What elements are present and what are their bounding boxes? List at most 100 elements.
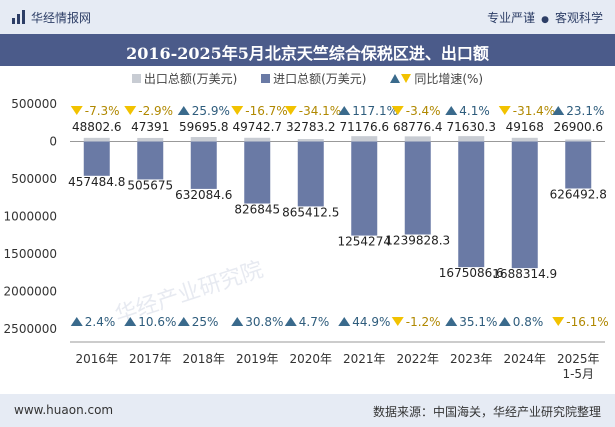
x-axis: 2016年 2017年 2018年 2019年 2020年 2021年 2022年 2023年… [70, 141, 605, 381]
tagline: 专业严谨 ● 客观科学 [487, 9, 603, 26]
export-yoy: -2.9% [124, 104, 173, 118]
import-bar [244, 141, 271, 204]
triangle-up-icon [177, 106, 190, 115]
top-bar: 华经情报网 专业严谨 ● 客观科学 [0, 0, 615, 34]
x-tick-label: 2020年 [289, 352, 332, 366]
export-bar [190, 137, 217, 142]
triangle-down-icon [124, 106, 137, 115]
y-axis: 500000 0 500000 1000000 1500000 2000000 250000… [4, 97, 57, 336]
import-value-label: 1254274 [338, 235, 391, 249]
triangle-up-icon [338, 106, 351, 115]
triangle-up-icon [552, 106, 565, 115]
export-value-label: 71630.3 [446, 120, 496, 134]
import-value-label: 457484.8 [68, 175, 125, 189]
export-yoy-label: -2.9% [138, 104, 173, 118]
y-tick-label: 1000000 [4, 210, 57, 224]
import-bar [190, 141, 217, 189]
export-yoy-label: -7.3% [85, 104, 120, 118]
export-bar [244, 137, 271, 142]
export-yoy-label: -31.4% [513, 104, 555, 118]
y-tick-label: 500000 [11, 97, 57, 111]
import-yoy-label: 2.4% [85, 315, 116, 329]
export-value-label: 68776.4 [393, 120, 443, 134]
import-yoy: 44.9% [338, 315, 390, 329]
triangle-down-icon [401, 74, 412, 83]
watermark: 华经产业研究院 [112, 257, 266, 328]
import-yoy-label: 4.7% [299, 315, 330, 329]
triangle-down-icon [391, 106, 404, 115]
export-value-label: 32783.2 [286, 120, 336, 134]
import-value-label: 1688314.9 [492, 267, 557, 281]
export-bar [511, 137, 538, 142]
export-value-label: 59695.8 [179, 120, 229, 134]
x-tick-label: 2019年 [236, 352, 279, 366]
y-tick-label: 2500000 [4, 322, 57, 336]
import-yoy: 30.8% [231, 315, 283, 329]
data-source: 数据来源：中国海关，华经产业研究院整理 [372, 405, 601, 419]
data-labels: 48802.6 457484.8 47391 505675 59695.8 632084.… [68, 120, 607, 281]
triangle-up-icon [231, 317, 244, 326]
x-tick-label: 2021年 [343, 352, 386, 366]
triangle-up-icon [445, 106, 458, 115]
tag-1: 专业严谨 [487, 11, 536, 25]
import-bar [458, 141, 485, 268]
import-bar [297, 141, 324, 207]
x-tick-label: 2023年 [450, 352, 493, 366]
y-tick-label: 2000000 [4, 285, 57, 299]
export-value-label: 48802.6 [72, 120, 122, 134]
triangle-down-icon [391, 317, 404, 326]
import-yoy-label: 35.1% [459, 315, 497, 329]
import-yoy-label: 25% [192, 315, 219, 329]
export-yoy: -16.7% [231, 104, 288, 118]
x-tick-label: 1-5月 [562, 367, 594, 381]
export-bar [351, 136, 378, 142]
y-tick-label: 500000 [11, 172, 57, 186]
legend-yoy-label: 同比增速(%) [414, 72, 484, 86]
import-value-label: 626492.8 [550, 187, 607, 201]
import-bar [404, 141, 431, 235]
import-yoy: 0.8% [498, 315, 543, 329]
growth-rates: -7.3% 2.4% -2.9% 10.6% 25.9% 25% -16.7% 30.8% -3… [70, 104, 609, 329]
export-value-label: 26900.6 [553, 120, 603, 134]
chart-title: 2016-2025年5月北京天竺综合保税区进、出口额 [126, 44, 489, 63]
export-bar [297, 139, 324, 142]
import-value-label: 1675086.6 [439, 266, 504, 280]
legend: 出口总额(万美元) 进口总额(万美元) 同比增速(%) [0, 70, 615, 87]
triangle-down-icon [284, 106, 297, 115]
export-yoy-label: -34.1% [299, 104, 341, 118]
bar-chart-logo-icon [12, 10, 26, 24]
export-yoy: 23.1% [552, 104, 604, 118]
import-yoy: -16.1% [552, 315, 609, 329]
import-yoy-label: -16.1% [566, 315, 608, 329]
legend-export: 出口总额(万美元) [131, 70, 238, 87]
brand-name: 华经情报网 [31, 11, 92, 25]
import-bar [83, 141, 110, 176]
triangle-up-icon [177, 317, 190, 326]
x-tick-label: 2022年 [396, 352, 439, 366]
x-tick-label: 2018年 [182, 352, 225, 366]
export-value-label: 49742.7 [232, 120, 282, 134]
import-swatch-icon [261, 74, 271, 83]
import-yoy: 10.6% [124, 315, 176, 329]
triangle-down-icon [70, 106, 83, 115]
bullet-icon: ● [541, 15, 549, 25]
import-yoy: 35.1% [445, 315, 497, 329]
brand: 华经情报网 [12, 9, 91, 26]
import-yoy: -1.2% [391, 315, 441, 329]
site-url[interactable]: www.huaon.com [14, 403, 114, 417]
import-yoy: 25% [177, 315, 219, 329]
triangle-up-icon [284, 317, 297, 326]
export-bar [137, 137, 164, 142]
export-yoy-label: 4.1% [459, 104, 490, 118]
triangle-up-icon [390, 74, 401, 83]
export-yoy: -34.1% [284, 104, 341, 118]
triangle-down-icon [498, 106, 511, 115]
export-value-label: 47391 [131, 120, 169, 134]
legend-export-label: 出口总额(万美元) [143, 72, 238, 86]
export-bar [565, 139, 592, 142]
import-bar [565, 141, 592, 189]
triangle-down-icon [231, 106, 244, 115]
import-value-label: 1239828.3 [385, 233, 450, 247]
export-bar [458, 136, 485, 142]
import-yoy-label: -1.2% [406, 315, 441, 329]
